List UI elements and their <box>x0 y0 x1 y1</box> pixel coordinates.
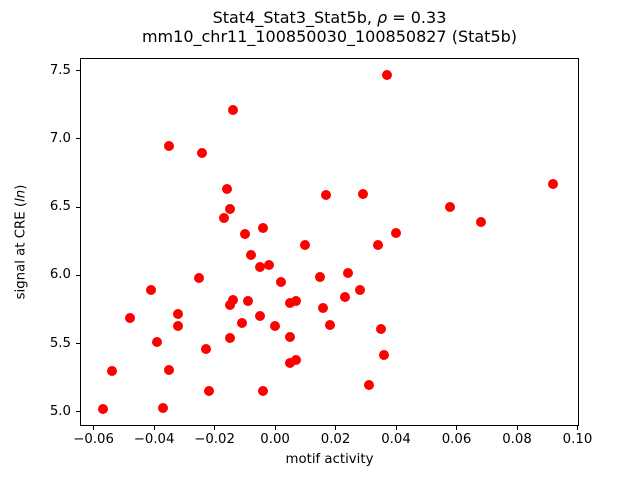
data-point <box>339 292 350 303</box>
data-point <box>227 105 238 116</box>
data-point <box>291 355 302 366</box>
y-axis-tick <box>76 206 80 208</box>
y-axis-tick <box>76 411 80 413</box>
data-point <box>197 147 208 158</box>
x-axis-tick <box>153 426 155 430</box>
data-point <box>173 320 184 331</box>
rho-value: = 0.33 <box>387 8 447 27</box>
data-point <box>285 297 296 308</box>
data-point <box>318 303 329 314</box>
x-axis-tick-label: −0.02 <box>194 432 235 447</box>
x-axis-label: motif activity <box>285 452 374 467</box>
x-axis-tick <box>576 426 578 430</box>
y-axis-tick-label: 6.0 <box>49 267 71 283</box>
y-axis-label-ln: ln <box>13 189 29 202</box>
x-axis-tick-label: 0.10 <box>562 432 593 447</box>
data-point <box>372 240 383 251</box>
data-point <box>342 267 353 278</box>
y-axis-tick <box>76 274 80 276</box>
data-point <box>257 222 268 233</box>
x-axis-tick <box>395 426 397 430</box>
rho-symbol: ρ <box>377 8 388 27</box>
x-axis-tick-label: 0.02 <box>320 432 351 447</box>
data-point <box>173 308 184 319</box>
data-point <box>146 285 157 296</box>
y-axis-tick-label: 7.0 <box>49 130 71 146</box>
y-axis-tick-label: 6.5 <box>49 199 71 215</box>
data-point <box>257 386 268 397</box>
data-point <box>106 365 117 376</box>
x-axis-tick <box>274 426 276 430</box>
chart-title-line2: mm10_chr11_100850030_100850827 (Stat5b) <box>141 27 518 46</box>
data-point <box>445 202 456 213</box>
data-point <box>224 333 235 344</box>
x-axis-tick-label: 0.00 <box>260 432 290 447</box>
data-point <box>158 402 169 413</box>
data-point <box>321 189 332 200</box>
data-point <box>254 262 265 273</box>
y-axis-tick-label: 7.5 <box>49 62 71 78</box>
x-axis-tick <box>335 426 337 430</box>
data-point <box>203 386 214 397</box>
data-point <box>324 319 335 330</box>
y-axis-tick-label: 5.0 <box>49 403 71 419</box>
y-axis-label-close: ) <box>13 184 29 190</box>
x-axis-tick-label: −0.04 <box>133 432 175 447</box>
y-axis-label: signal at CRE (ln) <box>14 185 29 300</box>
y-axis-tick <box>76 138 80 140</box>
data-point <box>391 228 402 239</box>
data-point <box>548 178 559 189</box>
x-axis-tick <box>516 426 518 430</box>
data-point <box>227 295 238 305</box>
data-point <box>378 349 389 360</box>
y-axis-label-text: signal at CRE ( <box>13 201 29 300</box>
data-point <box>475 217 486 228</box>
data-point <box>285 357 296 368</box>
data-point <box>221 184 232 195</box>
data-point <box>97 404 108 415</box>
data-point <box>363 379 374 390</box>
data-point <box>239 229 250 240</box>
data-point <box>124 312 135 323</box>
data-point <box>242 296 253 307</box>
data-point <box>354 285 365 296</box>
data-point <box>164 140 175 151</box>
title-text: Stat4_Stat3_Stat5b, <box>212 8 378 27</box>
data-point <box>381 69 392 80</box>
data-point <box>285 331 296 342</box>
chart-title-line1: Stat4_Stat3_Stat5b, ρ = 0.33 <box>80 8 579 27</box>
data-point <box>315 271 326 282</box>
data-point <box>218 213 229 224</box>
y-axis-tick <box>76 343 80 345</box>
data-point <box>357 188 368 199</box>
x-axis-tick <box>93 426 95 430</box>
data-point <box>254 311 265 322</box>
data-point <box>300 240 311 251</box>
y-axis-tick-label: 5.5 <box>49 335 71 351</box>
x-axis-tick-label: −0.06 <box>73 432 114 447</box>
data-point <box>164 364 175 375</box>
data-point <box>276 277 287 288</box>
data-point <box>236 318 247 329</box>
x-axis-tick <box>214 426 216 430</box>
data-point <box>194 273 205 284</box>
data-point <box>152 337 163 348</box>
x-axis-tick-label: 0.04 <box>381 432 411 447</box>
x-axis-tick-label: 0.06 <box>441 432 472 447</box>
x-axis-tick <box>456 426 458 430</box>
data-point <box>245 249 256 260</box>
data-point <box>224 300 235 311</box>
plot-area <box>80 58 579 426</box>
chart-title: Stat4_Stat3_Stat5b, ρ = 0.33 mm10_chr11_… <box>80 8 579 46</box>
y-axis-tick <box>76 70 80 72</box>
data-point <box>224 203 235 214</box>
data-point <box>291 296 302 307</box>
data-point <box>375 323 386 334</box>
data-point <box>270 320 281 331</box>
data-point <box>200 344 211 355</box>
x-axis-tick-label: 0.08 <box>502 432 532 447</box>
data-point <box>264 259 274 270</box>
